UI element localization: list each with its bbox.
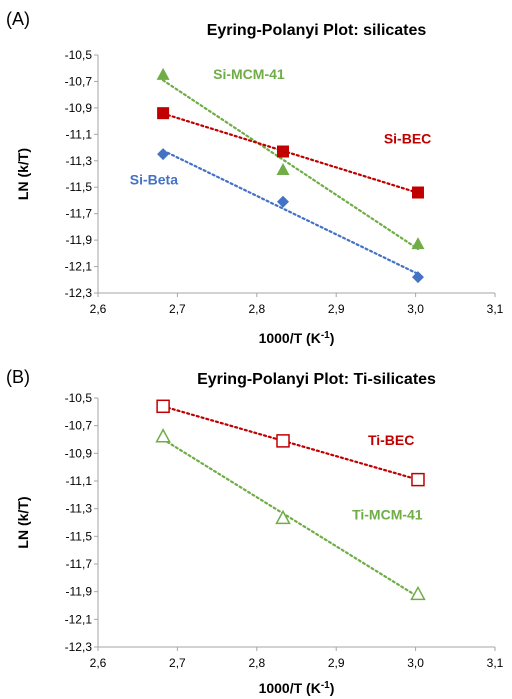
x-tick-label: 2,8 — [248, 302, 265, 316]
panel-label: (A) — [6, 9, 30, 29]
x-tick-label: 3,1 — [487, 302, 504, 316]
series-label: Ti-MCM-41 — [352, 507, 423, 523]
y-tick-label: -12,1 — [65, 612, 93, 626]
series-si-beta: Si-Beta — [130, 148, 424, 284]
data-point-square — [156, 399, 170, 414]
data-point-triangle — [275, 509, 291, 525]
y-tick-label: -12,3 — [65, 640, 93, 654]
series-label: Si-Beta — [130, 172, 178, 188]
x-tick-label: 2,9 — [328, 656, 345, 670]
x-tick-label: 2,9 — [328, 302, 345, 316]
data-point-diamond — [157, 148, 170, 161]
x-axis-title: 1000/T (K-1) — [259, 330, 335, 347]
y-tick-label: -11,1 — [66, 127, 93, 141]
data-point-triangle — [411, 237, 425, 250]
y-tick-label: -11,5 — [66, 180, 93, 194]
y-tick-label: -11,9 — [66, 233, 93, 247]
trendline — [162, 112, 420, 194]
series-label: Ti-BEC — [368, 432, 414, 448]
x-tick-label: 2,7 — [169, 656, 186, 670]
data-point-diamond — [411, 271, 424, 284]
y-tick-label: -11,3 — [66, 502, 93, 516]
data-point-triangle — [155, 428, 171, 443]
x-tick-label: 2,6 — [90, 302, 107, 316]
data-point-triangle — [276, 163, 290, 176]
series-ti-bec: Ti-BEC — [156, 399, 425, 487]
series-label: Si-MCM-41 — [213, 66, 285, 82]
chart-title: Eyring-Polanyi Plot: Ti-silicates — [197, 371, 436, 388]
x-tick-label: 2,8 — [248, 656, 265, 670]
x-axis-title-end: ) — [330, 330, 335, 346]
x-axis-title-sup: -1 — [321, 330, 330, 341]
x-tick-label: 3,1 — [487, 656, 504, 670]
data-point-square — [411, 186, 424, 199]
x-axis-title-main: 1000/T (K — [259, 330, 321, 346]
y-tick-label: -10,5 — [65, 391, 93, 405]
trendline — [162, 438, 420, 598]
series-si-mcm-41: Si-MCM-41 — [156, 66, 425, 251]
x-tick-label: 2,6 — [90, 656, 107, 670]
chart-title: Eyring-Polanyi Plot: silicates — [207, 22, 427, 39]
y-axis-title: LN (k/T) — [15, 496, 31, 548]
chart-panel-0: (A) Eyring-Polanyi Plot: silicates -10,5 -1… — [6, 9, 504, 346]
y-tick-label: -12,1 — [65, 260, 93, 274]
data-point-triangle — [156, 67, 170, 80]
x-axis-title-main: 1000/T (K — [259, 680, 321, 696]
data-point-diamond — [277, 195, 290, 208]
y-tick-label: -10,7 — [65, 419, 93, 433]
y-tick-label: -10,9 — [65, 446, 93, 460]
x-tick-label: 3,0 — [407, 302, 424, 316]
data-point-square — [157, 107, 170, 120]
data-point-square — [277, 145, 290, 158]
series-label: Si-BEC — [384, 131, 431, 147]
y-tick-label: -11,7 — [66, 207, 93, 221]
trendline — [162, 149, 420, 276]
chart-panel-1: (B) Eyring-Polanyi Plot: Ti-silicates -10,… — [6, 367, 504, 696]
data-point-triangle — [410, 585, 426, 601]
series-si-bec: Si-BEC — [157, 107, 431, 199]
y-tick-label: -10,9 — [65, 101, 93, 115]
y-tick-label: -11,3 — [66, 154, 93, 168]
y-tick-label: -10,5 — [65, 48, 93, 62]
y-tick-label: -11,1 — [66, 474, 93, 488]
y-tick-label: -10,7 — [65, 74, 93, 88]
y-tick-label: -11,5 — [66, 529, 93, 543]
trendline — [162, 79, 420, 251]
panel-label: (B) — [6, 367, 30, 387]
y-tick-label: -11,7 — [66, 557, 93, 571]
x-tick-label: 3,0 — [407, 656, 424, 670]
trendline — [162, 405, 420, 481]
x-tick-label: 2,7 — [169, 302, 186, 316]
x-axis-title: 1000/T (K-1) — [259, 680, 335, 697]
y-axis-title: LN (k/T) — [15, 148, 31, 200]
x-axis-title-end: ) — [330, 680, 335, 696]
data-point-square — [276, 434, 290, 448]
y-tick-label: -11,9 — [66, 585, 93, 599]
y-tick-label: -12,3 — [65, 286, 93, 300]
x-axis-title-sup: -1 — [321, 680, 330, 691]
data-point-square — [411, 472, 425, 487]
series-ti-mcm-41: Ti-MCM-41 — [155, 428, 426, 601]
